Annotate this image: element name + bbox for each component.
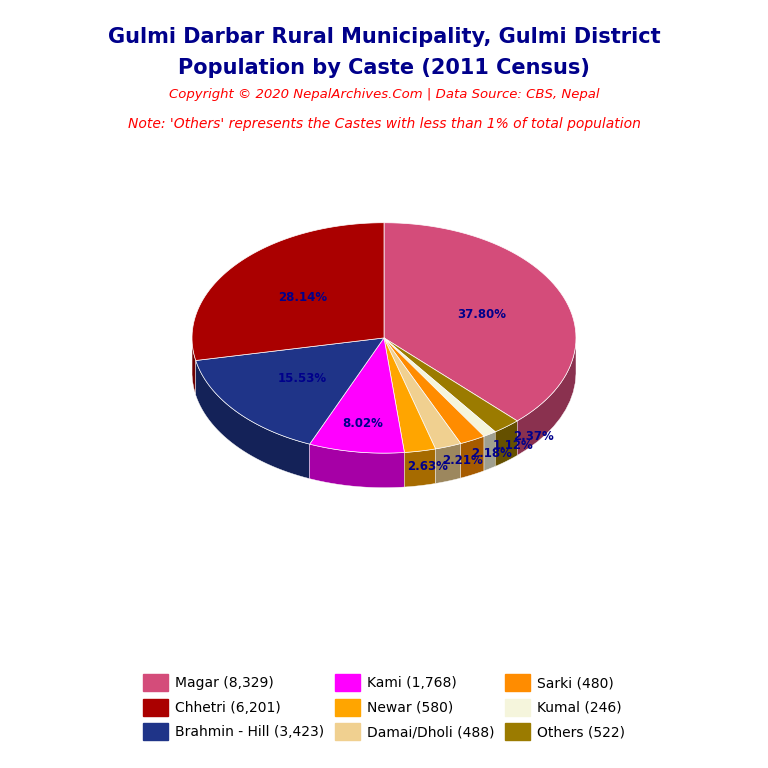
Polygon shape [196,360,310,478]
Polygon shape [310,338,384,478]
Polygon shape [384,338,484,444]
Polygon shape [384,338,484,471]
Polygon shape [384,338,435,452]
Polygon shape [384,338,495,436]
Legend: Magar (8,329), Chhetri (6,201), Brahmin - Hill (3,423), Kami (1,768), Newar (580: Magar (8,329), Chhetri (6,201), Brahmin … [137,668,631,746]
Text: 2.18%: 2.18% [472,446,512,459]
Polygon shape [384,338,484,471]
Polygon shape [310,444,405,488]
Text: 15.53%: 15.53% [278,372,327,385]
Polygon shape [310,338,384,478]
Polygon shape [384,338,461,478]
Polygon shape [192,340,196,395]
Text: Note: 'Others' represents the Castes with less than 1% of total population: Note: 'Others' represents the Castes wit… [127,117,641,131]
Text: 28.14%: 28.14% [278,291,327,304]
Text: Gulmi Darbar Rural Municipality, Gulmi District: Gulmi Darbar Rural Municipality, Gulmi D… [108,27,660,47]
Polygon shape [495,421,517,466]
Polygon shape [384,338,517,455]
Polygon shape [384,338,495,466]
Text: 2.21%: 2.21% [442,454,483,467]
Polygon shape [196,338,384,395]
Polygon shape [192,223,384,360]
Text: 8.02%: 8.02% [343,417,383,430]
Polygon shape [196,338,384,395]
Text: 1.12%: 1.12% [492,439,533,452]
Polygon shape [384,338,405,487]
Polygon shape [435,444,461,483]
Polygon shape [384,338,461,449]
Polygon shape [461,436,484,478]
Polygon shape [384,338,435,483]
Text: 37.80%: 37.80% [458,308,506,321]
Polygon shape [384,223,576,421]
Polygon shape [384,338,517,432]
Polygon shape [484,432,495,471]
Polygon shape [196,338,384,444]
Polygon shape [517,339,576,455]
Polygon shape [384,338,517,455]
Text: Population by Caste (2011 Census): Population by Caste (2011 Census) [178,58,590,78]
Polygon shape [384,338,405,487]
Polygon shape [405,449,435,487]
Text: Copyright © 2020 NepalArchives.Com | Data Source: CBS, Nepal: Copyright © 2020 NepalArchives.Com | Dat… [169,88,599,101]
Polygon shape [310,338,405,453]
Text: 2.37%: 2.37% [513,430,554,443]
Polygon shape [384,338,461,478]
Text: 2.63%: 2.63% [408,460,449,473]
Polygon shape [384,338,495,466]
Polygon shape [384,338,435,483]
